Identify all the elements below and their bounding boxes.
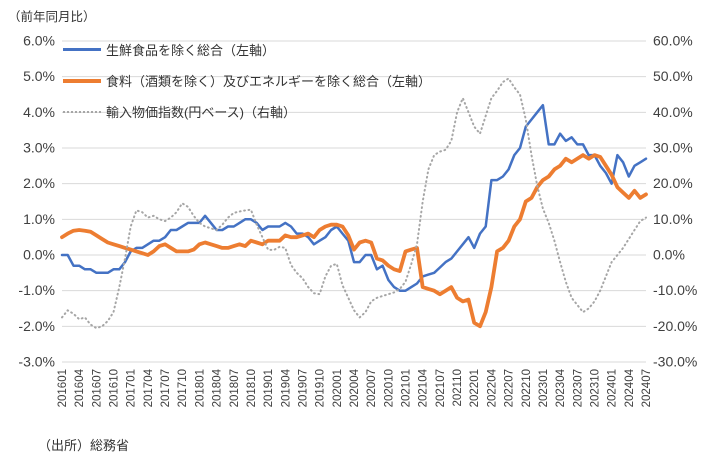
x-axis-tick: 201904 bbox=[280, 368, 292, 407]
y-axis-left-tick: -2.0% bbox=[18, 318, 55, 334]
y-axis-right-tick: 60.0% bbox=[653, 33, 693, 49]
y-axis-left-tick: 3.0% bbox=[23, 140, 55, 156]
x-axis-tick: 202104 bbox=[418, 368, 430, 407]
x-axis-tick: 201707 bbox=[160, 369, 172, 407]
y-axis-left-tick: 2.0% bbox=[23, 175, 55, 191]
x-axis-tick: 202001 bbox=[332, 369, 344, 407]
x-axis-tick: 202207 bbox=[504, 369, 516, 407]
x-axis-tick: 201704 bbox=[143, 368, 155, 407]
x-axis-tick: 201601 bbox=[57, 369, 69, 407]
x-axis-tick: 202401 bbox=[607, 369, 619, 407]
x-axis-tick: 202407 bbox=[641, 369, 653, 407]
x-axis-tick: 202010 bbox=[383, 369, 395, 407]
x-axis-tick: 201607 bbox=[91, 369, 103, 407]
y-axis-right-tick: -30.0% bbox=[653, 354, 697, 370]
legend-label-core-cpi: 生鮮食品を除く総合（左軸） bbox=[106, 43, 276, 58]
x-axis-tick: 202404 bbox=[624, 368, 636, 407]
y-axis-left-tick: 1.0% bbox=[23, 211, 55, 227]
source-note: （出所）総務省 bbox=[38, 438, 130, 453]
y-axis-left-tick: -3.0% bbox=[18, 354, 55, 370]
x-axis-tick: 202304 bbox=[555, 368, 567, 407]
core-core-cpi-line-swatch bbox=[63, 78, 101, 83]
x-axis-tick: 201604 bbox=[74, 368, 86, 407]
y-axis-left-tick: 0.0% bbox=[23, 247, 55, 263]
x-axis-tick: 202004 bbox=[349, 368, 361, 407]
legend-item-import-price: 輸入物価指数(円ベース)（右軸） bbox=[63, 96, 431, 127]
import-price-line-swatch bbox=[63, 110, 101, 113]
legend: 生鮮食品を除く総合（左軸） 食料（酒類を除く）及びエネルギーを除く総合（左軸） … bbox=[63, 34, 431, 127]
x-axis-tick: 201810 bbox=[246, 369, 258, 407]
x-axis-tick: 201901 bbox=[263, 369, 275, 407]
y-axis-right-tick: 40.0% bbox=[653, 104, 693, 120]
legend-label-core-core-cpi: 食料（酒類を除く）及びエネルギーを除く総合（左軸） bbox=[106, 74, 432, 89]
x-axis-tick: 202310 bbox=[589, 369, 601, 407]
x-axis-tick: 201801 bbox=[194, 369, 206, 407]
x-axis-tick: 201907 bbox=[297, 369, 309, 407]
x-axis-tick: 202201 bbox=[469, 369, 481, 407]
y-axis-right-tick: 20.0% bbox=[653, 175, 693, 191]
x-axis-tick: 201701 bbox=[126, 369, 138, 407]
legend-label-import-price: 輸入物価指数(円ベース)（右軸） bbox=[106, 105, 297, 120]
x-axis-tick: 201610 bbox=[109, 369, 121, 407]
y-axis-right-tick: 50.0% bbox=[653, 68, 693, 84]
y-axis-left-tick: 5.0% bbox=[23, 68, 55, 84]
legend-item-core-core-cpi: 食料（酒類を除く）及びエネルギーを除く総合（左軸） bbox=[63, 65, 431, 96]
y-axis-right-tick: -10.0% bbox=[653, 282, 697, 298]
x-axis-tick: 201710 bbox=[177, 369, 189, 407]
chart-title: （前年同月比） bbox=[8, 10, 96, 24]
x-axis-tick: 202204 bbox=[486, 368, 498, 407]
x-axis-tick: 202101 bbox=[401, 369, 413, 407]
x-axis-tick: 201807 bbox=[229, 369, 241, 407]
x-axis-tick: 202301 bbox=[538, 369, 550, 407]
y-axis-right-tick: 30.0% bbox=[653, 140, 693, 156]
x-axis-tick: 202307 bbox=[572, 369, 584, 407]
x-axis-tick: 201910 bbox=[315, 369, 327, 407]
import-price-index-line bbox=[61, 77, 647, 330]
core-cpi-line-swatch bbox=[63, 48, 101, 51]
x-axis-tick: 202107 bbox=[435, 369, 447, 407]
y-axis-left-tick: 6.0% bbox=[23, 33, 55, 49]
x-axis-tick: 202110 bbox=[452, 369, 464, 407]
y-axis-right-tick: -20.0% bbox=[653, 318, 697, 334]
core-cpi-line bbox=[60, 103, 648, 292]
x-axis-tick: 201804 bbox=[212, 368, 224, 407]
y-axis-right-tick: 10.0% bbox=[653, 211, 693, 227]
x-axis-tick: 202007 bbox=[366, 369, 378, 407]
legend-item-core-cpi: 生鮮食品を除く総合（左軸） bbox=[63, 34, 431, 65]
x-axis-tick: 202210 bbox=[521, 369, 533, 407]
y-axis-left-tick: -1.0% bbox=[18, 282, 55, 298]
y-axis-left-tick: 4.0% bbox=[23, 104, 55, 120]
core-core-cpi-line bbox=[60, 153, 648, 329]
y-axis-right-tick: 0.0% bbox=[653, 247, 685, 263]
